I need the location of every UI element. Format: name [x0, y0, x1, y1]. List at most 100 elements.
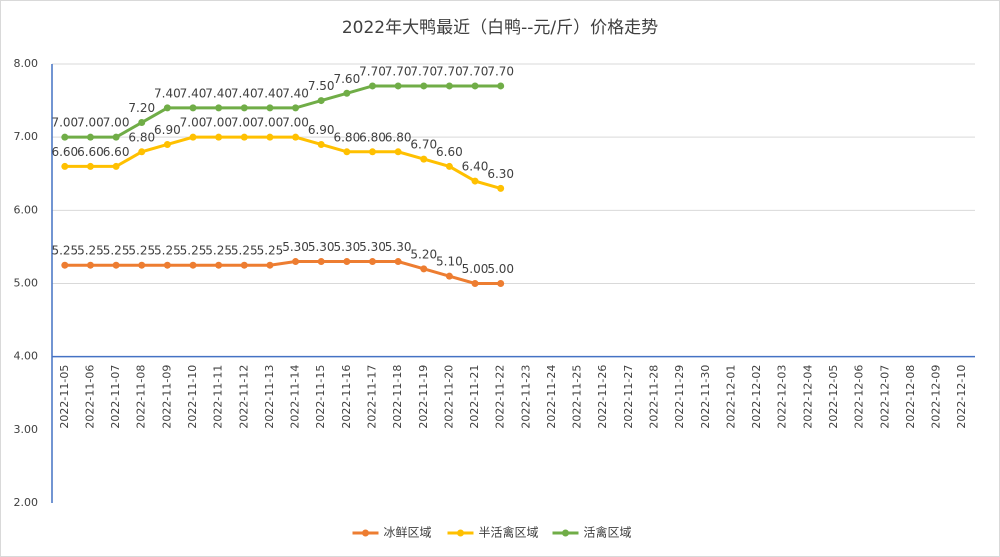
data-point: [215, 261, 223, 269]
x-tick-label: 2022-11-30: [699, 365, 712, 429]
data-label: 5.30: [308, 240, 335, 254]
data-label: 5.30: [333, 240, 360, 254]
data-point: [368, 258, 376, 266]
y-tick-label: 6.00: [14, 203, 39, 216]
data-label: 7.00: [103, 116, 130, 130]
x-tick-label: 2022-11-21: [468, 365, 481, 429]
legend-label: 冰鲜区域: [384, 526, 432, 540]
data-label: 7.40: [231, 86, 258, 100]
x-tick-label: 2022-11-20: [442, 365, 455, 429]
data-point: [61, 133, 69, 141]
x-tick-label: 2022-12-10: [955, 365, 968, 429]
x-tick-label: 2022-11-10: [186, 365, 199, 429]
data-label: 5.30: [385, 240, 412, 254]
data-point: [497, 82, 505, 90]
data-point: [86, 162, 94, 170]
series-line: [64, 84, 501, 139]
data-label: 7.00: [180, 116, 207, 130]
data-label: 7.00: [257, 116, 284, 130]
legend-marker: [457, 529, 464, 537]
x-tick-label: 2022-11-22: [494, 365, 507, 429]
data-label: 7.60: [333, 72, 360, 86]
x-tick-label: 2022-11-25: [571, 365, 584, 429]
y-tick-label: 8.00: [14, 57, 39, 70]
data-point: [215, 133, 223, 141]
data-point: [86, 261, 94, 269]
x-tick-label: 2022-11-08: [135, 365, 148, 429]
series-line: [64, 135, 502, 190]
data-point: [394, 258, 402, 266]
data-point: [112, 133, 120, 141]
x-tick-label: 2022-11-27: [622, 365, 635, 429]
data-point: [61, 261, 69, 269]
data-point: [86, 133, 94, 141]
data-point: [317, 140, 325, 148]
data-label: 6.90: [308, 123, 335, 137]
data-label: 7.40: [282, 86, 309, 100]
x-tick-label: 2022-12-08: [904, 365, 917, 429]
x-tick-label: 2022-12-09: [930, 365, 943, 429]
legend-marker: [362, 529, 369, 537]
data-label: 5.25: [128, 244, 155, 258]
x-tick-label: 2022-11-11: [212, 365, 225, 429]
x-tick-label: 2022-11-17: [365, 365, 378, 429]
x-tick-label: 2022-11-14: [289, 365, 302, 429]
data-label: 6.60: [51, 145, 78, 159]
data-point: [420, 265, 428, 273]
data-point: [266, 104, 274, 112]
data-label: 5.20: [410, 247, 437, 261]
data-point: [266, 261, 274, 269]
data-label: 6.40: [462, 160, 489, 174]
x-tick-label: 2022-11-29: [673, 365, 686, 429]
x-tick-label: 2022-12-01: [724, 365, 737, 429]
data-point: [292, 258, 300, 266]
data-point: [138, 119, 146, 127]
data-point: [368, 82, 376, 90]
data-label: 5.00: [487, 262, 514, 276]
data-point: [292, 104, 300, 112]
data-label: 5.25: [154, 244, 181, 258]
data-point: [497, 280, 505, 287]
data-label: 6.30: [487, 167, 514, 181]
data-point: [266, 133, 274, 141]
y-tick-label: 5.00: [14, 277, 39, 290]
data-point: [189, 261, 197, 269]
data-label: 5.25: [205, 244, 232, 258]
data-point: [343, 89, 351, 97]
data-label: 6.80: [333, 130, 360, 144]
data-point: [471, 177, 479, 185]
data-label: 6.80: [385, 130, 412, 144]
x-tick-label: 2022-11-18: [391, 365, 404, 429]
data-point: [471, 280, 479, 287]
x-tick-label: 2022-11-26: [596, 365, 609, 429]
x-tick-label: 2022-12-05: [827, 365, 840, 429]
data-point: [138, 148, 146, 156]
data-point: [497, 184, 505, 192]
data-point: [112, 261, 120, 269]
data-label: 7.40: [180, 86, 207, 100]
x-tick-label: 2022-12-06: [853, 365, 866, 429]
data-label: 5.25: [77, 244, 104, 258]
x-tick-label: 2022-12-07: [878, 365, 891, 429]
data-point: [420, 155, 428, 163]
x-tick-label: 2022-11-28: [648, 365, 661, 429]
x-tick-label: 2022-11-05: [58, 365, 71, 429]
x-tick-label: 2022-11-06: [83, 365, 96, 429]
data-label: 6.60: [103, 145, 130, 159]
data-label: 7.70: [385, 64, 412, 78]
data-point: [138, 261, 146, 269]
x-tick-label: 2022-12-02: [750, 365, 763, 429]
data-label: 5.30: [282, 240, 309, 254]
data-point: [343, 148, 351, 156]
data-label: 7.70: [487, 64, 514, 78]
data-label: 6.60: [77, 145, 104, 159]
data-label: 7.40: [257, 86, 284, 100]
legend-label: 半活禽区域: [479, 525, 539, 540]
data-point: [189, 104, 197, 112]
data-point: [61, 162, 69, 170]
x-tick-label: 2022-11-15: [314, 365, 327, 429]
data-point: [420, 82, 428, 90]
x-tick-label: 2022-11-13: [263, 365, 276, 429]
data-label: 7.00: [51, 116, 78, 130]
